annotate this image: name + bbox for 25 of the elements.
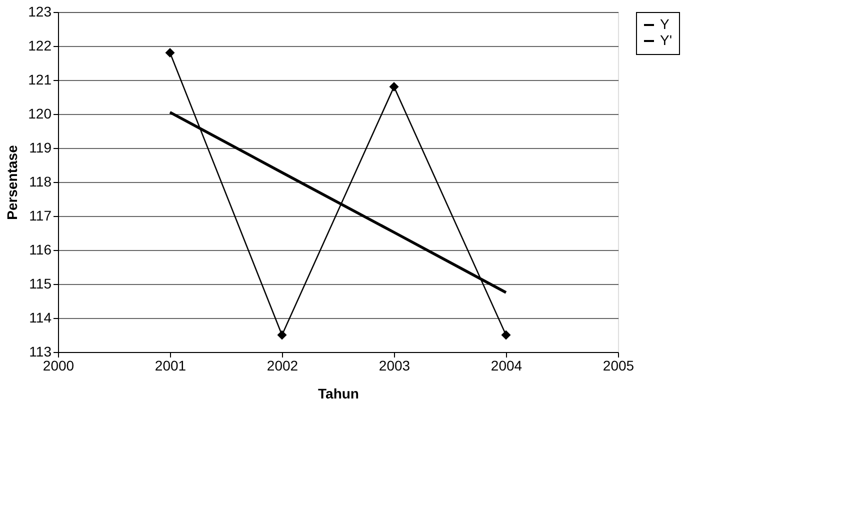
point bbox=[501, 330, 511, 340]
point bbox=[389, 82, 399, 92]
x-tick-label: 2001 bbox=[154, 358, 186, 374]
y-tick-label: 117 bbox=[29, 208, 52, 224]
y-tick-label: 122 bbox=[28, 38, 52, 54]
x-tick-label: 2004 bbox=[490, 358, 522, 374]
y-tick-label: 114 bbox=[29, 310, 52, 326]
legend-label: Y' bbox=[660, 32, 672, 48]
y-tick-label: 115 bbox=[29, 276, 52, 292]
y-tick-label: 113 bbox=[29, 344, 52, 360]
y-tick-label: 123 bbox=[28, 4, 52, 20]
y-tick-label: 121 bbox=[28, 72, 52, 88]
y-tick-label: 120 bbox=[28, 106, 52, 122]
legend-label: Y bbox=[660, 16, 670, 32]
x-axis-title: Tahun bbox=[318, 386, 359, 402]
y-tick-label: 116 bbox=[29, 242, 52, 258]
x-tick-label: 2005 bbox=[602, 358, 634, 374]
y-tick-label: 118 bbox=[29, 174, 52, 190]
y-tick-label: 119 bbox=[29, 140, 52, 156]
x-tick-label: 2002 bbox=[266, 358, 298, 374]
point bbox=[277, 330, 287, 340]
x-tick-label: 2003 bbox=[378, 358, 410, 374]
point bbox=[165, 48, 175, 58]
y-axis-title: Persentase bbox=[4, 144, 20, 220]
x-tick-label: 2000 bbox=[42, 358, 74, 374]
